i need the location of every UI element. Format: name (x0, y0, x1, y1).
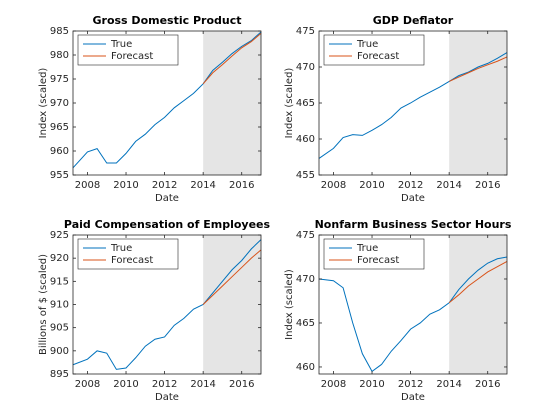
series-line (318, 52, 508, 159)
y-tick-label: 965 (50, 122, 69, 133)
x-axis-label: Date (401, 193, 425, 204)
y-tick-label: 960 (50, 146, 69, 157)
y-axis-label: Index (scaled) (284, 269, 295, 340)
legend-label: Forecast (357, 51, 399, 62)
y-tick-label: 970 (50, 98, 69, 109)
subplot: 2008 2010 2012 2014 2016 895 900 905 910 915 920 92… (38, 218, 271, 403)
x-axis-label: Date (401, 392, 425, 403)
series-line (202, 33, 262, 85)
legend-label: Forecast (111, 51, 153, 62)
forecast-region (449, 31, 507, 175)
x-tick-label: 2014 (190, 379, 215, 390)
y-tick-label: 455 (296, 170, 315, 181)
y-tick-label: 920 (50, 253, 69, 264)
y-tick-label: 900 (50, 346, 69, 357)
x-tick-label: 2008 (75, 180, 100, 191)
x-tick-label: 2016 (475, 379, 500, 390)
x-tick-label: 2008 (75, 379, 100, 390)
legend-box (77, 34, 179, 66)
y-tick-label: 470 (296, 274, 315, 285)
x-tick-label: 2012 (398, 180, 423, 191)
legend-label: True (110, 243, 132, 254)
subplot: 2008 2010 2012 2014 2016 460 465 470 475Nonfarm … (284, 218, 512, 403)
series-line (72, 239, 262, 370)
x-tick-label: 2016 (229, 379, 254, 390)
y-tick-label: 470 (296, 62, 315, 73)
legend-label: True (356, 39, 378, 50)
x-tick-label: 2014 (190, 180, 215, 191)
y-tick-label: 475 (296, 26, 315, 37)
y-tick-label: 910 (50, 300, 69, 311)
series-line (318, 256, 508, 373)
legend-box (323, 238, 425, 270)
x-tick-label: 2008 (321, 180, 346, 191)
chart-title: Gross Domestic Product (93, 14, 242, 27)
forecast-region (203, 31, 261, 175)
y-axis-label: Index (scaled) (38, 68, 49, 139)
legend-label: True (110, 39, 132, 50)
chart-title: GDP Deflator (373, 14, 454, 27)
series-line (448, 260, 508, 304)
y-tick-label: 925 (50, 230, 69, 241)
x-tick-label: 2010 (359, 379, 384, 390)
y-tick-label: 985 (50, 26, 69, 37)
y-tick-label: 905 (50, 323, 69, 334)
y-tick-label: 980 (50, 50, 69, 61)
y-tick-label: 475 (296, 230, 315, 241)
legend-label: True (356, 243, 378, 254)
chart-title: Nonfarm Business Sector Hours (315, 218, 512, 231)
x-tick-label: 2012 (152, 379, 177, 390)
x-tick-label: 2008 (321, 379, 346, 390)
x-tick-label: 2014 (436, 180, 461, 191)
y-tick-label: 465 (296, 98, 315, 109)
x-tick-label: 2012 (152, 180, 177, 191)
legend-label: Forecast (111, 255, 153, 266)
y-tick-label: 465 (296, 318, 315, 329)
axes-box (318, 234, 508, 375)
y-tick-label: 975 (50, 74, 69, 85)
x-tick-label: 2012 (398, 379, 423, 390)
y-tick-label: 460 (296, 362, 315, 373)
x-axis-label: Date (155, 193, 179, 204)
y-tick-label: 895 (50, 369, 69, 380)
x-tick-label: 2016 (229, 180, 254, 191)
y-axis-label: Billions of $ (scaled) (38, 254, 49, 355)
x-tick-label: 2016 (475, 180, 500, 191)
legend-box (323, 34, 425, 66)
x-tick-label: 2010 (359, 180, 384, 191)
chart-title: Paid Compensation of Employees (64, 218, 271, 231)
x-axis-label: Date (155, 392, 179, 403)
forecast-region (449, 235, 507, 374)
y-axis-label: Index (scaled) (284, 68, 295, 139)
y-tick-label: 915 (50, 276, 69, 287)
series-line (72, 31, 262, 169)
x-tick-label: 2010 (113, 379, 138, 390)
subplot: 2008 2010 2012 2014 2016 455 460 465 470 475 GDP D… (284, 14, 508, 204)
series-line (448, 56, 508, 82)
x-tick-label: 2010 (113, 180, 138, 191)
subplot: 2008 2010 2012 2014 2016 955 960 965 970 975 980 98… (38, 14, 262, 204)
y-tick-label: 460 (296, 134, 315, 145)
legend-box (77, 238, 179, 270)
forecast-region (203, 235, 261, 374)
y-tick-label: 955 (50, 170, 69, 181)
legend-label: Forecast (357, 255, 399, 266)
x-tick-label: 2014 (436, 379, 461, 390)
series-line (202, 249, 262, 305)
